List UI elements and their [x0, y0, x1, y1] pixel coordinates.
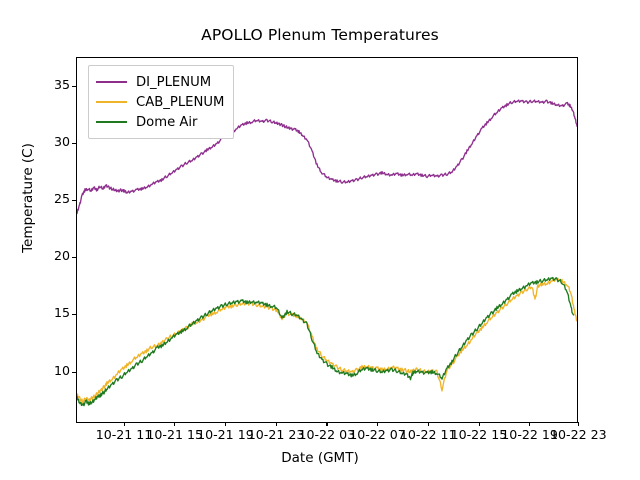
x-tick-mark — [275, 422, 277, 426]
series-line-dome-air — [77, 276, 575, 407]
x-tick-mark — [427, 422, 429, 426]
x-tick-label: 10-22 07 — [349, 427, 406, 442]
legend-item-di-plenum[interactable]: DI_PLENUM — [96, 72, 224, 92]
y-tick-mark — [72, 371, 76, 373]
x-tick-mark — [377, 422, 379, 426]
y-tick-label: 15 — [53, 305, 70, 321]
y-tick-mark — [72, 142, 76, 144]
series-canvas — [77, 99, 577, 407]
y-tick-label: 35 — [53, 76, 70, 92]
x-tick-mark — [578, 422, 580, 426]
x-axis-label: Date (GMT) — [281, 450, 359, 466]
x-tick-label: 10-22 23 — [550, 427, 607, 442]
x-tick-label: 10-22 19 — [501, 427, 558, 442]
x-tick-label: 10-21 11 — [95, 427, 153, 442]
x-tick-mark — [478, 422, 480, 426]
legend-label-di-plenum: DI_PLENUM — [136, 74, 212, 90]
x-tick-label: 10-21 15 — [146, 427, 204, 442]
legend-swatch-dome-air — [96, 121, 127, 123]
x-tick-label: 10-21 19 — [197, 427, 254, 442]
y-tick-mark — [72, 199, 76, 202]
chart-title: APOLLO Plenum Temperatures — [201, 26, 439, 44]
x-tick-label: 10-22 11 — [399, 427, 457, 442]
legend-item-dome-air[interactable]: Dome Air — [96, 112, 224, 132]
x-tick-mark — [326, 422, 328, 426]
legend-label-dome-air: Dome Air — [136, 114, 198, 130]
y-tick-mark — [72, 314, 76, 316]
x-tick-label: 10-22 03 — [298, 427, 356, 442]
y-tick-label: 20 — [53, 248, 70, 264]
x-tick-mark — [123, 422, 125, 426]
y-tick-label: 30 — [53, 133, 70, 149]
legend-swatch-cab-plenum — [96, 101, 127, 103]
y-tick-label: 10 — [53, 362, 70, 378]
y-tick-label: 25 — [53, 190, 70, 206]
legend-label-cab-plenum: CAB_PLENUM — [136, 94, 225, 110]
x-tick-mark — [529, 422, 531, 426]
chart-legend: DI_PLENUM CAB_PLENUM Dome Air — [88, 65, 235, 139]
x-tick-label: 10-22 15 — [450, 427, 508, 442]
series-line-cab-plenum — [77, 277, 577, 404]
x-tick-mark — [225, 422, 227, 426]
legend-swatch-di-plenum — [96, 81, 127, 83]
legend-item-cab-plenum[interactable]: CAB_PLENUM — [96, 92, 224, 112]
y-tick-mark — [72, 257, 76, 259]
x-tick-label: 10-21 23 — [247, 427, 305, 442]
series-line-di-plenum — [77, 99, 577, 215]
y-tick-mark — [72, 85, 76, 87]
x-tick-mark — [174, 422, 176, 426]
